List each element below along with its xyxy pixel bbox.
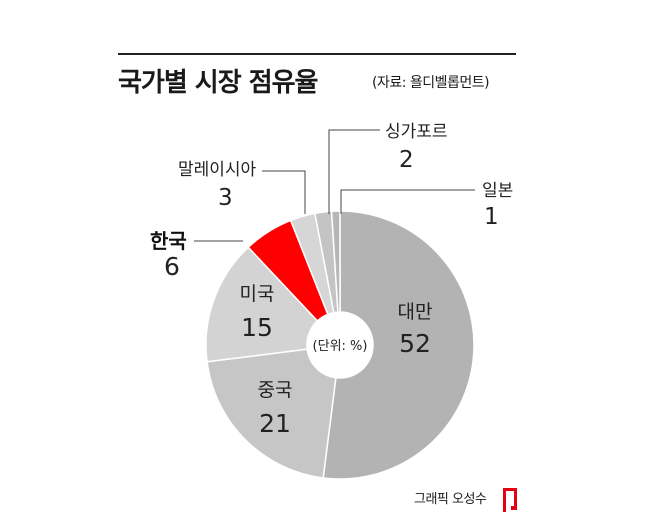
graphic-credit: 그래픽 오성수 <box>414 492 487 507</box>
title-rule <box>118 53 516 55</box>
value-japan: 1 <box>484 204 499 230</box>
value-korea: 6 <box>164 252 180 281</box>
chart-title: 국가별 시장 점유율 <box>118 68 318 98</box>
label-japan: 일본 <box>482 181 513 201</box>
slice-usa <box>205 246 319 363</box>
slice-taiwan <box>322 210 475 480</box>
leader-line-singapore <box>328 129 380 214</box>
value-taiwan: 52 <box>399 329 431 358</box>
value-china: 21 <box>259 409 291 438</box>
publisher-logo-icon <box>503 488 517 512</box>
value-usa: 15 <box>241 313 273 342</box>
slice-china <box>206 348 337 479</box>
label-korea: 한국 <box>150 229 187 253</box>
label-china: 중국 <box>258 379 293 401</box>
source-note: (자료: 욜디벨롭먼트) <box>372 75 490 91</box>
label-usa: 미국 <box>240 283 275 305</box>
unit-note: (단위: %) <box>313 339 368 354</box>
slice-japan <box>330 210 341 313</box>
leader-line-malaysia <box>262 170 306 214</box>
value-singapore: 2 <box>399 147 414 173</box>
value-malaysia: 3 <box>218 185 233 211</box>
leader-line-japan <box>340 189 475 214</box>
label-taiwan: 대만 <box>398 301 433 323</box>
label-malaysia: 말레이시아 <box>178 160 257 180</box>
label-singapore: 싱가포르 <box>385 122 448 142</box>
